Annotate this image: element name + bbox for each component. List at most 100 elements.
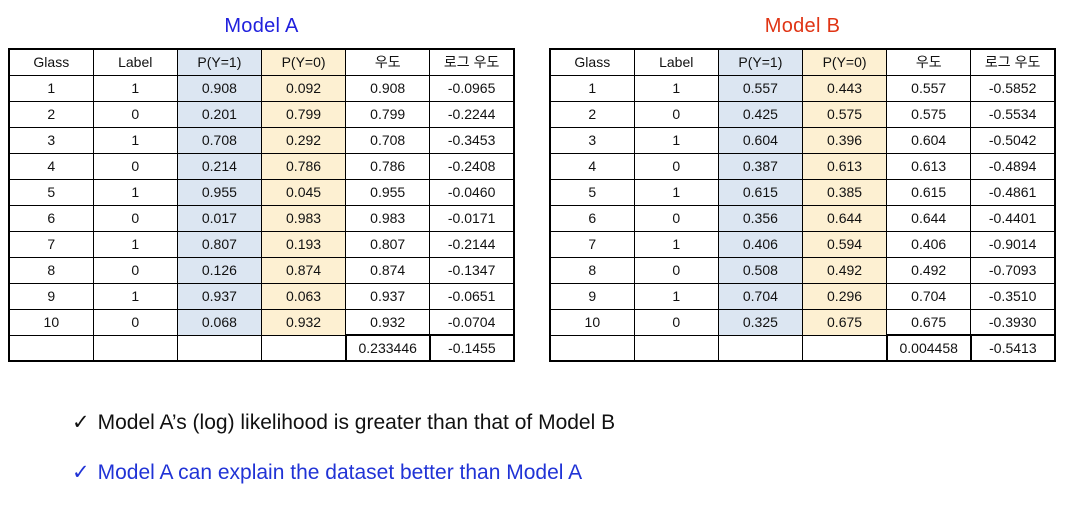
table-cell: 0.874 <box>260 256 347 284</box>
total-row: 0.233446 -0.1455 <box>8 334 516 362</box>
bullet-text: Model A can explain the dataset better t… <box>97 461 583 484</box>
table-row: 2 0 0.425 0.575 0.575 -0.5534 <box>549 100 1056 128</box>
table-cell: 0.908 <box>176 74 262 102</box>
table-cell: 0.807 <box>176 230 262 258</box>
table-cell: 0 <box>633 256 719 284</box>
table-cell: 0.675 <box>886 308 972 336</box>
table-cell: 0.615 <box>886 178 972 206</box>
table-cell: -0.4401 <box>970 204 1056 232</box>
table-cell: 10 <box>8 308 94 336</box>
table-cell: 5 <box>8 178 94 206</box>
table-cell: 6 <box>8 204 94 232</box>
table-cell: -0.9014 <box>970 230 1056 258</box>
table-cell: 0.799 <box>260 100 347 128</box>
table-cell: 0.575 <box>886 100 972 128</box>
table-cell: 0.017 <box>176 204 262 232</box>
table-cell: 2 <box>8 100 94 128</box>
table-cell: 1 <box>633 282 719 310</box>
column-header: P(Y=0) <box>801 48 888 76</box>
table-cell: -0.2408 <box>429 152 515 180</box>
table-cell: 0.385 <box>801 178 888 206</box>
table-cell: -0.3930 <box>970 308 1056 336</box>
table-cell: 0.615 <box>717 178 803 206</box>
table-cell: 1 <box>633 178 719 206</box>
table-cell: 0.704 <box>886 282 972 310</box>
table-row: 6 0 0.017 0.983 0.983 -0.0171 <box>8 204 515 232</box>
conclusion-bullet: ✓ Model A can explain the dataset better … <box>72 460 1066 486</box>
table-row: 7 1 0.807 0.193 0.807 -0.2144 <box>8 230 515 258</box>
table-cell: -0.3453 <box>429 126 515 154</box>
table-cell: 3 <box>549 126 635 154</box>
table-row: 8 0 0.126 0.874 0.874 -0.1347 <box>8 256 515 284</box>
table-cell: -0.5852 <box>970 74 1056 102</box>
model-b-section: Model B Glass Label P(Y=1) P(Y=0) 우도 로그 우도 1 1 0.… <box>549 6 1057 362</box>
bullet-text: Model A’s (log) likelihood is greater th… <box>97 411 616 434</box>
empty-cell <box>176 334 262 362</box>
model-a-table: Glass Label P(Y=1) P(Y=0) 우도 로그 우도 1 1 0.908 0.09… <box>8 48 516 362</box>
column-header: P(Y=1) <box>717 48 803 76</box>
table-cell: 0.406 <box>886 230 972 258</box>
table-row: 4 0 0.387 0.613 0.613 -0.4894 <box>549 152 1056 180</box>
table-cell: 5 <box>549 178 635 206</box>
table-row: 5 1 0.615 0.385 0.615 -0.4861 <box>549 178 1056 206</box>
table-cell: 0.126 <box>176 256 262 284</box>
column-header: P(Y=0) <box>260 48 347 76</box>
table-cell: 8 <box>8 256 94 284</box>
table-cell: 1 <box>92 74 178 102</box>
table-cell: 9 <box>8 282 94 310</box>
model-b-title: Model B <box>764 15 841 37</box>
table-cell: 0.807 <box>345 230 431 258</box>
table-cell: -0.0651 <box>429 282 515 310</box>
table-cell: 0.786 <box>345 152 431 180</box>
table-cell: 0.492 <box>801 256 888 284</box>
table-cell: -0.1347 <box>429 256 515 284</box>
total-likelihood: 0.233446 <box>344 334 431 362</box>
table-cell: 6 <box>549 204 635 232</box>
empty-cell <box>633 334 719 362</box>
table-cell: 0.874 <box>345 256 431 284</box>
table-cell: 0.908 <box>345 74 431 102</box>
table-cell: -0.0460 <box>429 178 515 206</box>
table-cell: 0 <box>92 100 178 128</box>
table-row: 8 0 0.508 0.492 0.492 -0.7093 <box>549 256 1056 284</box>
table-cell: 0.937 <box>176 282 262 310</box>
column-header: Glass <box>549 48 635 76</box>
table-cell: 0 <box>92 204 178 232</box>
table-cell: 0.443 <box>801 74 888 102</box>
table-cell: -0.2244 <box>429 100 515 128</box>
header-row: Glass Label P(Y=1) P(Y=0) 우도 로그 우도 <box>8 48 515 76</box>
table-cell: 0.396 <box>801 126 888 154</box>
table-cell: 0 <box>92 308 178 336</box>
table-cell: -0.3510 <box>970 282 1056 310</box>
column-header: 우도 <box>345 48 431 76</box>
table-cell: 0.604 <box>886 126 972 154</box>
table-cell: 0.557 <box>717 74 803 102</box>
table-cell: 0.575 <box>801 100 888 128</box>
column-header: Label <box>633 48 719 76</box>
empty-cell <box>801 334 888 362</box>
table-row: 9 1 0.937 0.063 0.937 -0.0651 <box>8 282 515 310</box>
table-cell: -0.0171 <box>429 204 515 232</box>
table-cell: 0.955 <box>176 178 262 206</box>
table-cell: 0.557 <box>886 74 972 102</box>
table-cell: 0.983 <box>345 204 431 232</box>
table-cell: -0.7093 <box>970 256 1056 284</box>
table-cell: 1 <box>92 282 178 310</box>
conclusion-bullets: ✓ Model A’s (log) likelihood is greater t… <box>0 410 1066 486</box>
table-cell: 0.708 <box>345 126 431 154</box>
table-cell: 3 <box>8 126 94 154</box>
table-cell: 1 <box>549 74 635 102</box>
empty-cell <box>92 334 178 362</box>
table-cell: -0.0965 <box>429 74 515 102</box>
total-log-likelihood: -0.1455 <box>428 334 516 362</box>
table-cell: 0.508 <box>717 256 803 284</box>
table-cell: 0.604 <box>717 126 803 154</box>
table-cell: 0 <box>633 204 719 232</box>
table-cell: 0.932 <box>345 308 431 336</box>
table-cell: 9 <box>549 282 635 310</box>
total-row: 0.004458 -0.5413 <box>549 334 1057 362</box>
column-header: Label <box>92 48 178 76</box>
conclusion-bullet: ✓ Model A’s (log) likelihood is greater t… <box>72 410 1066 436</box>
table-cell: 0.387 <box>717 152 803 180</box>
